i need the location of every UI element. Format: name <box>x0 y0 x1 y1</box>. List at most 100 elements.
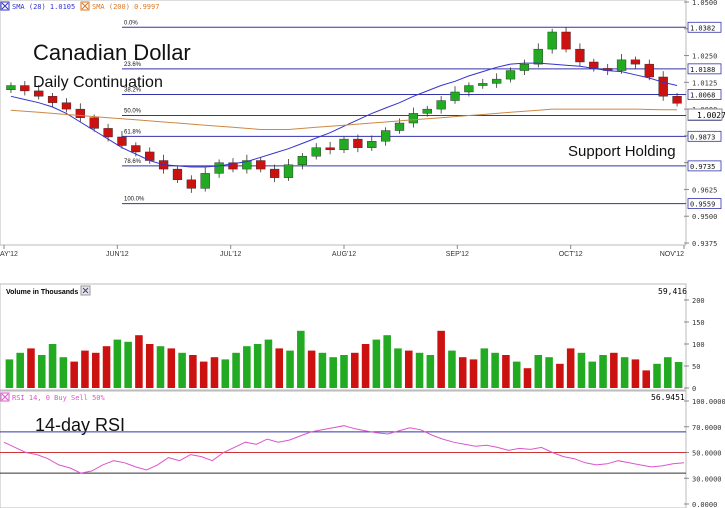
volume-panel-label: Volume in Thousands <box>6 289 78 296</box>
candle-body <box>450 91 460 101</box>
candle-body <box>325 147 335 151</box>
candle <box>603 63 613 76</box>
chart-subtitle: Daily Continuation <box>33 74 163 91</box>
candle-body <box>533 48 543 65</box>
candle <box>214 159 224 178</box>
volume-y-tick-label: 0 <box>692 385 696 393</box>
candle <box>200 167 210 192</box>
rsi-y-tick-label: 30.0000 <box>692 475 722 483</box>
candle <box>325 141 335 155</box>
volume-bar <box>674 362 683 388</box>
price-y-tick-label: 0.9500 <box>692 213 717 221</box>
candle-body <box>547 31 557 50</box>
volume-close-button[interactable] <box>80 285 91 296</box>
candle <box>672 93 682 107</box>
candle-body <box>242 160 252 170</box>
candlestick-series <box>6 27 682 193</box>
candle-body <box>658 76 668 97</box>
volume-bar <box>610 352 618 388</box>
candle-body <box>464 85 474 93</box>
volume-bar <box>91 352 100 388</box>
candle <box>339 135 349 154</box>
volume-bar <box>620 357 629 388</box>
volume-bar <box>253 344 262 388</box>
candle <box>616 54 627 74</box>
volume-bar <box>437 330 445 388</box>
rsi-y-tick-label: 50.0000 <box>692 450 722 458</box>
volume-bar <box>556 363 564 388</box>
candle <box>269 164 280 183</box>
volume-bar <box>5 359 14 388</box>
candle <box>6 82 16 94</box>
price-legend: SMA (28) 1.0105 SMA (200) 0.9997 <box>0 1 159 11</box>
volume-panel-frame <box>0 283 687 391</box>
support-holding-annotation: Support Holding <box>568 143 676 160</box>
candle <box>436 96 446 114</box>
volume-bar <box>566 348 575 388</box>
candle <box>575 43 585 67</box>
candle <box>492 73 502 88</box>
candle-body <box>630 59 641 65</box>
sma200-legend-label: SMA (200) 0.9997 <box>92 3 159 11</box>
volume-bar <box>199 361 208 388</box>
volume-bar <box>351 352 359 388</box>
volume-bar <box>415 352 424 388</box>
volume-y-axis: 200 150 100 50 0 <box>684 297 705 393</box>
rsi-series <box>3 425 685 474</box>
volume-bar <box>512 361 521 388</box>
volume-bar <box>394 348 402 388</box>
volume-bar <box>221 359 230 388</box>
volume-bar <box>545 357 553 388</box>
candle-body <box>200 173 210 189</box>
rsi-last-value: 56.9451 <box>651 393 685 402</box>
volume-bar <box>577 352 586 388</box>
fib-value-box <box>687 63 722 75</box>
volume-bar <box>286 350 294 388</box>
volume-bar <box>156 346 165 388</box>
volume-bar <box>145 344 154 388</box>
candle-body <box>214 162 224 174</box>
volume-y-tick-label: 150 <box>692 319 705 327</box>
volume-bar <box>448 350 456 388</box>
volume-bar <box>523 368 532 388</box>
candle <box>644 59 654 81</box>
volume-bar <box>480 348 489 388</box>
fib-value-box <box>687 21 722 33</box>
volume-bar <box>167 348 176 388</box>
candle-body <box>186 179 196 189</box>
candle-body <box>34 90 44 97</box>
volume-bar <box>404 350 413 388</box>
chart-title: Canadian Dollar <box>33 40 191 65</box>
volume-bar <box>124 341 132 388</box>
volume-bar <box>426 355 435 388</box>
volume-bar <box>70 361 78 388</box>
candle-body <box>492 78 502 84</box>
candle-body <box>561 31 571 50</box>
volume-bar <box>102 346 111 388</box>
candle <box>561 27 571 53</box>
volume-bar <box>664 357 672 388</box>
candle-body <box>575 48 585 63</box>
volume-bar <box>232 352 240 388</box>
fib-level-label: 23.6% <box>124 62 142 68</box>
volume-bar <box>135 335 143 388</box>
fib-value-box <box>687 160 722 172</box>
candle-body <box>103 128 113 138</box>
rsi-y-tick-label: 100.0000 <box>692 398 725 406</box>
volume-bar <box>16 352 24 388</box>
moving-average-lines <box>10 62 678 168</box>
candle-body <box>311 147 321 157</box>
candle-body <box>367 141 377 148</box>
price-x-tick-label: JUN'12 <box>106 251 129 258</box>
rsi-legend-label: RSI 14, 0 Buy Sell 50% <box>12 394 106 402</box>
candle-body <box>117 136 127 146</box>
candle <box>34 85 44 100</box>
volume-bar <box>27 348 35 388</box>
price-x-tick-label: NOV'12 <box>660 251 684 258</box>
candle <box>422 105 432 117</box>
candle-body <box>505 70 516 80</box>
candle <box>256 157 266 173</box>
price-panel-frame <box>0 0 687 246</box>
fib-value-label: 1.0382 <box>690 24 715 32</box>
fib-value-box <box>687 130 722 142</box>
